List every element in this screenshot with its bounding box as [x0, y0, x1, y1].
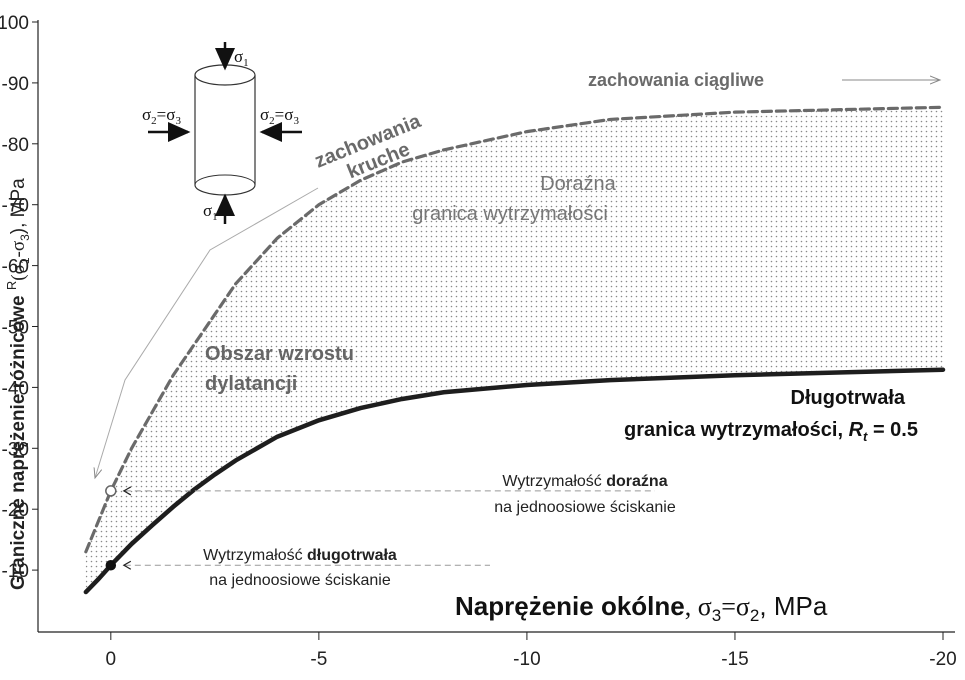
annotation: granica wytrzymałości, Rt = 0.5	[624, 419, 918, 444]
reference-arrow	[122, 560, 132, 570]
annotation-part: doraźna	[606, 473, 667, 490]
sketch-label: σ2=σ3	[260, 105, 299, 127]
sketch-label-part: =σ	[157, 105, 176, 124]
sketch-label-part: σ	[260, 105, 269, 124]
y-tick-label: -100	[0, 13, 29, 34]
x-axis-title-part: , σ	[685, 592, 712, 621]
shaded-region	[85, 107, 943, 593]
sketch-label-part: =σ	[275, 105, 294, 124]
sketch-label: σ2=σ3	[142, 105, 181, 127]
series-line	[83, 367, 946, 595]
x-axis-title-part: =σ	[721, 592, 750, 621]
y-axis-title-part: (σ	[8, 264, 29, 281]
y-axis-title-part: Graniczne naprężenie różnicowe	[8, 290, 29, 590]
annotation-part: Wytrzymałość	[502, 473, 606, 490]
y-tick-label: -50	[2, 318, 29, 339]
annotation: Obszar wzrostu	[205, 343, 354, 365]
annotation: Doraźna	[540, 173, 616, 195]
series-line	[84, 105, 945, 554]
y-tick-label: -70	[2, 196, 29, 217]
annotation: Wytrzymałość doraźna	[502, 473, 667, 490]
x-tick-label: -5	[310, 649, 327, 670]
x-axis-title-part: Naprężenie okólne	[455, 591, 685, 621]
sketch-label-part: 1	[212, 211, 218, 223]
annotation: na jednoosiowe ściskanie	[209, 572, 391, 589]
point	[105, 559, 117, 571]
y-axis-title-part: R	[4, 281, 19, 290]
y-tick-label: -10	[2, 561, 29, 582]
arrow	[95, 187, 319, 478]
x-axis-title-part: 3	[712, 606, 721, 625]
y-axis-title-part: ), MPa	[8, 178, 29, 234]
y-tick-label: -30	[2, 439, 29, 460]
annotation-part: długotrwała	[307, 547, 397, 564]
annotation: Długotrwała	[791, 387, 906, 409]
x-axis-title-part: 2	[750, 606, 759, 625]
point	[105, 485, 117, 497]
x-axis-title: Naprężenie okólne, σ3=σ2, MPa	[455, 591, 828, 625]
sketch-label-part: σ	[142, 105, 151, 124]
sketch-label-part: 2	[151, 115, 157, 127]
annotation-part: = 0.5	[867, 419, 918, 441]
y-tick-label: -90	[2, 74, 29, 95]
specimen-sketch	[148, 42, 302, 224]
y-axis-title-part: 1	[18, 257, 32, 264]
y-tick-label: -60	[2, 257, 29, 278]
reference-arrow	[122, 486, 132, 496]
annotation: na jednoosiowe ściskanie	[494, 499, 676, 516]
y-tick-label: -80	[2, 135, 29, 156]
annotation: Wytrzymałość długotrwała	[203, 547, 397, 564]
sketch-label-part: σ	[234, 47, 243, 66]
y-axis-title-part: 3	[18, 234, 32, 241]
annotation-part: R	[849, 419, 864, 441]
sketch-label-part: 2	[269, 115, 275, 127]
x-tick-label: 0	[106, 649, 117, 670]
x-tick-label: -10	[513, 649, 540, 670]
sketch-label-part: 1	[243, 57, 249, 69]
annotation-part: Wytrzymałość	[203, 547, 307, 564]
x-tick-label: -20	[929, 649, 956, 670]
sketch-label-part: σ	[203, 201, 212, 220]
y-tick-label: -20	[2, 500, 29, 521]
y-axis-title-part: -σ	[8, 241, 29, 258]
annotation-part: t	[863, 429, 868, 444]
x-tick-label: -15	[721, 649, 748, 670]
sketch-label-part: 3	[293, 115, 299, 127]
x-axis-title-part: , MPa	[759, 591, 827, 621]
y-axis-title: Graniczne naprężenie różnicowe R(σ1-σ3),…	[4, 178, 32, 590]
sketch-label: σ1	[203, 201, 218, 223]
annotation: granica wytrzymałości	[412, 203, 608, 225]
annotation: zachowania ciągliwe	[588, 70, 764, 90]
sketch-label-part: 3	[175, 115, 181, 127]
annotation: dylatancji	[205, 373, 297, 395]
annotation-part: granica wytrzymałości,	[624, 419, 849, 441]
sketch-label: σ1	[234, 47, 249, 69]
y-tick-label: -40	[2, 378, 29, 399]
